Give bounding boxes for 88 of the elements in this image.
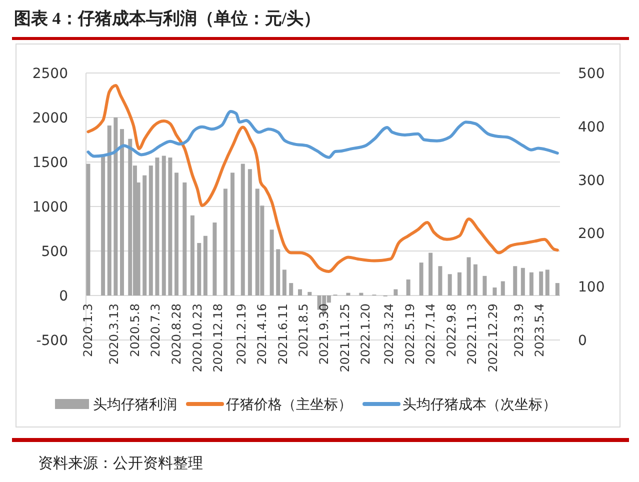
x-tick-label: 2020.12.18	[211, 304, 226, 372]
bar	[107, 126, 112, 296]
bar	[240, 164, 245, 296]
bar	[212, 222, 217, 296]
x-tick-label: 2021.8.5	[296, 304, 310, 357]
x-tick-label: 2023.5.4	[532, 304, 547, 357]
legend-label: 头均仔猪利润	[93, 397, 177, 413]
bar	[168, 158, 172, 296]
x-tick-label: 2020.1.3	[81, 304, 96, 357]
bar	[101, 156, 106, 296]
bar	[162, 156, 166, 296]
bar	[142, 175, 147, 296]
bar	[419, 262, 424, 296]
bar	[529, 272, 534, 296]
y-tick-label: 2500	[32, 66, 68, 82]
legend-label: 仔猪价格（主坐标）	[226, 397, 352, 413]
x-tick-label: 2021.4.16	[255, 304, 270, 365]
bar	[182, 182, 187, 296]
bar	[500, 281, 505, 296]
chart-title: 图表 4：仔猪成本与利润（单位：元/头）	[14, 9, 320, 28]
bar	[248, 169, 252, 296]
x-tick-label: 2022.9.8	[444, 304, 458, 357]
bar	[545, 270, 550, 296]
x-tick-label: 2020.10.23	[190, 304, 204, 372]
x-tick-label: 2020.5.8	[128, 304, 142, 357]
y-tick-label: 0	[59, 288, 68, 304]
bar	[473, 264, 478, 296]
bar	[223, 188, 228, 296]
bar	[120, 129, 124, 296]
bar	[308, 292, 312, 296]
y2-tick-label: 300	[578, 172, 605, 189]
x-tick-label: 2022.7.14	[424, 304, 438, 365]
line-series	[86, 110, 559, 159]
x-tick-label: 2020.3.13	[107, 304, 122, 365]
y2-tick-label: 200	[578, 226, 605, 242]
legend-label: 头均仔猪成本（次坐标）	[402, 397, 556, 413]
bar	[428, 252, 433, 296]
bar	[520, 268, 525, 296]
y2-tick-label: 500	[578, 66, 605, 82]
y-tick-label: 500	[41, 244, 68, 260]
x-tick-label: 2022.12.29	[486, 304, 500, 372]
x-tick-label: 2021.2.19	[234, 304, 248, 365]
y2-tick-label: 0	[578, 333, 587, 349]
bar	[114, 118, 118, 296]
bar	[289, 283, 294, 296]
bar	[539, 271, 544, 296]
bar	[282, 270, 286, 296]
bar	[406, 279, 410, 296]
y2-tick-label: 100	[578, 280, 605, 296]
bar	[86, 164, 90, 296]
x-tick-label: 2022.11.3	[465, 304, 480, 365]
text: 资料来源：公开资料整理	[38, 455, 203, 472]
bar	[438, 266, 442, 296]
y-tick-label: -500	[36, 333, 68, 349]
bar	[270, 230, 274, 296]
y2-tick-label: 400	[578, 119, 605, 136]
bar	[555, 283, 560, 296]
y-tick-label: 2000	[32, 110, 68, 126]
x-tick-label: 2020.7.3	[148, 304, 163, 357]
bar	[276, 249, 280, 296]
bar	[148, 166, 153, 296]
x-tick-label: 2021.6.11	[276, 304, 290, 365]
bar	[359, 292, 364, 296]
bar	[230, 172, 234, 296]
bar	[482, 276, 487, 296]
x-tick-label: 2022.3.24	[382, 304, 396, 365]
bar	[174, 172, 178, 296]
line-series	[86, 84, 559, 273]
bar	[448, 274, 452, 296]
y-tick-label: 1500	[32, 155, 68, 171]
bar	[394, 289, 398, 296]
bar	[155, 158, 160, 296]
y-tick-label: 1000	[32, 200, 68, 216]
bar	[466, 257, 471, 296]
bar	[197, 242, 202, 296]
bar	[298, 289, 302, 296]
bar	[203, 236, 208, 296]
x-tick-label: 2020.8.28	[170, 304, 184, 365]
x-tick-label: 2021.9.30	[317, 304, 332, 365]
x-tick-label: 2022.5.19	[402, 304, 417, 365]
x-tick-label: 2021.11.25	[338, 304, 352, 372]
bar	[492, 287, 497, 296]
bar	[190, 215, 194, 296]
bar	[513, 266, 518, 296]
x-tick-label: 2023.3.9	[512, 304, 526, 357]
x-tick-label: 2022.1.20	[358, 304, 373, 365]
bar	[457, 272, 462, 296]
bar	[346, 292, 350, 296]
